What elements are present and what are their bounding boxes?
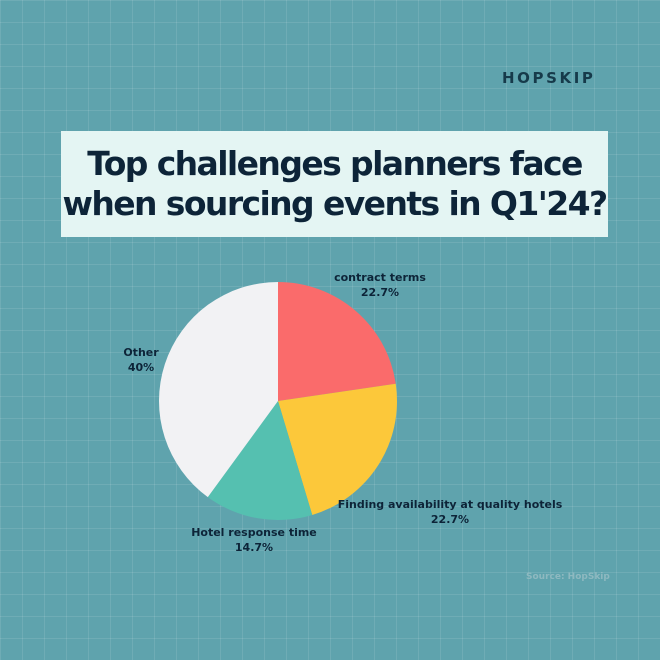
slice-value-contract-terms: 22.7%: [361, 286, 399, 299]
slice-label-contract-terms: contract terms: [334, 271, 426, 284]
slice-label-finding-availability: Finding availability at quality hotels: [338, 498, 563, 511]
chart-title-line-1: Top challenges planners face: [87, 144, 583, 183]
slice-label-other: Other: [123, 346, 159, 359]
slice-value-hotel-response-time: 14.7%: [235, 541, 273, 554]
source-note: Source: HopSkip: [526, 572, 610, 582]
slice-value-finding-availability: 22.7%: [431, 513, 469, 526]
pie-slices: [158, 282, 398, 521]
pie-slice-hotel-response-time: [207, 401, 313, 521]
pie-slice-other: [158, 282, 278, 498]
pie-slice-finding-availability-at-quality-hotels: [278, 383, 398, 515]
brand-logo: HOPSKIP: [502, 69, 596, 87]
chart-title-line-2: when sourcing events in Q1'24?: [62, 184, 608, 223]
slice-label-hotel-response-time: Hotel response time: [191, 526, 317, 539]
slice-value-other: 40%: [128, 361, 154, 374]
title-box: Top challenges planners face when sourci…: [61, 131, 608, 237]
pie-slice-contract-terms: [278, 282, 396, 401]
